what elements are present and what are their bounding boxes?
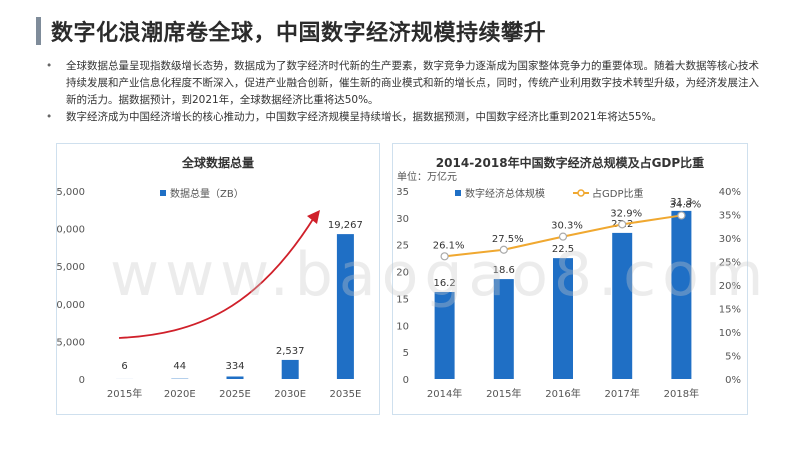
y-right-tick-label: 25% [719, 258, 741, 269]
y-left-tick-label: 35 [396, 187, 409, 198]
global-data-chart-panel: 全球数据总量 0 5,000 10,000 15,000 20,000 25,000 数据总… [50, 143, 380, 415]
y-right-tick-label: 20% [719, 281, 741, 292]
y-left-tick-label: 0 [403, 375, 409, 386]
legend-swatch-bar [455, 190, 461, 196]
y-left-tick-label: 25 [396, 241, 409, 252]
global-data-bar-chart: 0 5,000 10,000 15,000 20,000 25,000 数据总量（ZB） 6 2… [50, 187, 363, 400]
x-tick-label: 2030E [274, 389, 306, 400]
y-right-tick-label: 5% [725, 352, 741, 363]
bullet-item: • 数字经济成为中国经济增长的核心推动力，中国数字经济规模呈持续增长，据数据预测… [46, 109, 766, 126]
bar-value-label: 31.3 [670, 197, 692, 208]
legend-marker-icon [577, 189, 585, 197]
x-tick-label: 2020E [164, 389, 196, 400]
legend-label: 数据总量（ZB） [170, 187, 244, 200]
x-tick-label: 2035E [330, 389, 362, 400]
y-right-tick-label: 0% [725, 375, 741, 386]
bar-value-label: 6 [121, 361, 127, 372]
y-left-tick-label: 5 [403, 348, 409, 359]
bullet-item: • 全球数据总量呈现指数级增长态势，数据成为了数字经济时代新的生产要素，数字竞争… [46, 58, 766, 109]
line-value-label: 30.3% [551, 221, 583, 232]
y-right-tick-label: 10% [719, 328, 741, 339]
bullet-list: • 全球数据总量呈现指数级增长态势，数据成为了数字经济时代新的生产要素，数字竞争… [46, 58, 766, 126]
china-digital-economy-combo-chart: 单位：万亿元 0 5 10 15 20 25 30 35 0% 5% 10% 15% 20% 25% 30% 3… [396, 170, 741, 400]
line-point [499, 245, 508, 254]
line-point [618, 220, 627, 229]
bar-value-label: 334 [225, 361, 244, 372]
title-accent-bar [36, 17, 41, 45]
line-point [558, 232, 568, 241]
y-tick-label: 25,000 [57, 187, 85, 198]
bar [612, 232, 633, 379]
y-tick-label: 15,000 [57, 262, 85, 273]
bar [281, 359, 299, 379]
y-tick-label: 10,000 [57, 300, 85, 311]
x-tick-label: 2025E [219, 389, 251, 400]
line-point [677, 211, 686, 220]
bar [336, 234, 354, 379]
bar-value-label: 22.5 [552, 244, 574, 255]
page-title: 数字化浪潮席卷全球，中国数字经济规模持续攀升 [51, 21, 547, 46]
x-tick-label: 2015年 [107, 387, 142, 400]
y-left-tick-label: 10 [396, 321, 409, 332]
y-tick-label: 0 [79, 375, 85, 386]
china-digital-economy-chart-panel: 2014-2018年中国数字经济总规模及占GDP比重 单位：万亿元 0 5 10 15 2… [392, 143, 748, 415]
y-left-tick-label: 30 [396, 214, 409, 225]
bullet-dot-icon: • [46, 60, 53, 72]
y-right-tick-label: 30% [719, 234, 741, 245]
unit-label: 单位：万亿元 [397, 170, 457, 183]
line-value-label: 32.9% [610, 208, 642, 219]
bar [434, 291, 455, 379]
legend-swatch [160, 190, 166, 196]
bar [493, 279, 514, 379]
y-right-tick-label: 40% [719, 187, 741, 198]
x-tick-label: 2018年 [664, 387, 699, 400]
bar-value-label: 19,267 [328, 220, 363, 231]
growth-arrow-curve [118, 215, 316, 339]
bullet-text: 全球数据总量呈现指数级增长态势，数据成为了数字经济时代新的生产要素，数字竞争力逐… [66, 60, 759, 106]
y-tick-label: 20,000 [57, 225, 85, 236]
x-tick-label: 2016年 [545, 387, 580, 400]
bar-value-label: 16.2 [433, 278, 455, 289]
line-point [440, 252, 449, 261]
bar [553, 258, 573, 379]
legend-label: 占GDP比重 [592, 187, 643, 200]
bar-value-label: 2,537 [276, 346, 305, 357]
chart-title: 2014-2018年中国数字经济总规模及占GDP比重 [435, 156, 705, 170]
line-value-label: 27.5% [492, 234, 524, 245]
y-tick-label: 5,000 [57, 337, 85, 348]
bar [226, 376, 244, 379]
chart-title: 全球数据总量 [181, 156, 254, 170]
x-tick-label: 2017年 [604, 387, 639, 400]
bar-value-label: 18.6 [493, 265, 515, 276]
y-left-tick-label: 15 [396, 294, 409, 305]
bullet-text: 数字经济成为中国经济增长的核心推动力，中国数字经济规模呈持续增长，据数据预测，中… [66, 111, 663, 123]
x-tick-label: 2015年 [486, 387, 521, 400]
legend-label: 数字经济总体规模 [465, 187, 545, 200]
y-left-tick-label: 20 [396, 268, 409, 279]
y-right-tick-label: 35% [719, 211, 741, 222]
bullet-dot-icon: • [46, 111, 53, 123]
line-value-label: 26.1% [433, 240, 465, 251]
bar [671, 210, 692, 379]
x-tick-label: 2014年 [427, 387, 462, 400]
page-header: 数字化浪潮席卷全球，中国数字经济规模持续攀升 [36, 14, 546, 48]
line-value-label: 34.8% [670, 199, 702, 210]
bar-value-label: 44 [173, 361, 186, 372]
growth-arrow-head-icon [307, 210, 320, 224]
y-right-tick-label: 15% [719, 305, 741, 316]
